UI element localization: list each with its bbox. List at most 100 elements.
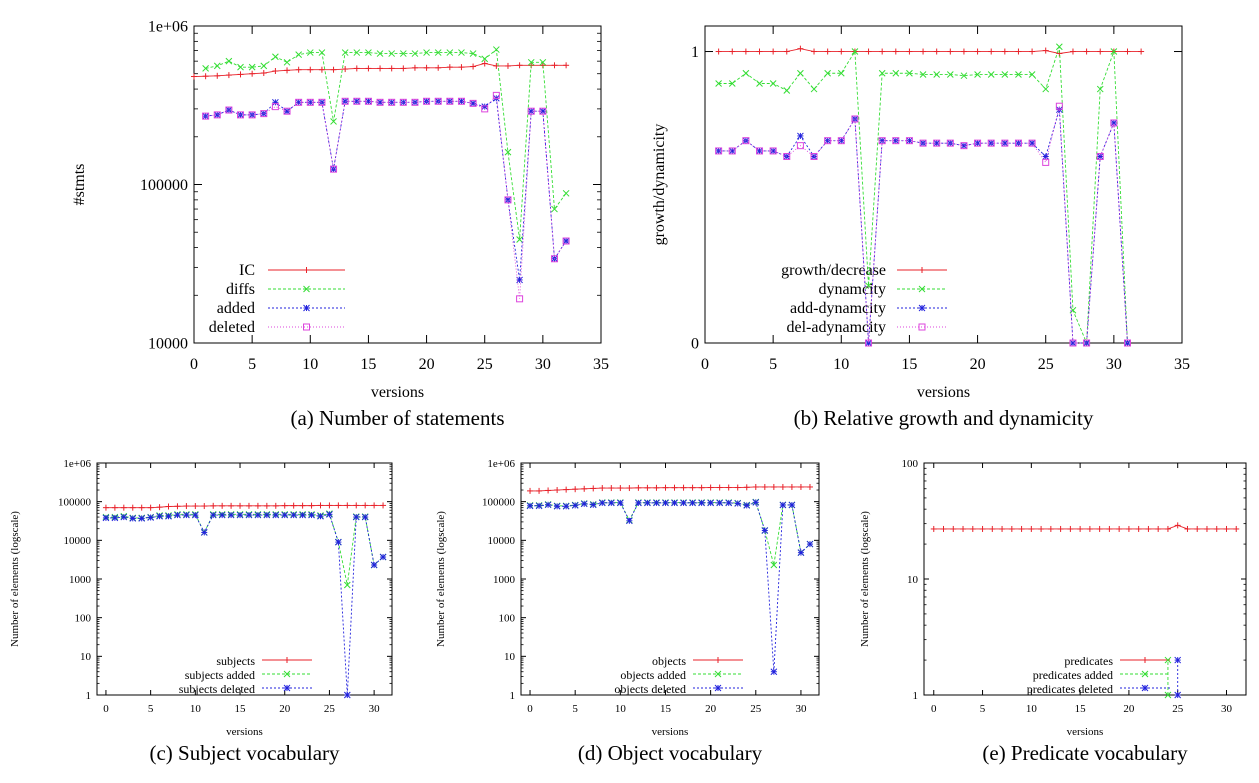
y-tick-label: 1 — [691, 44, 699, 61]
chart-a: 0 5 10 15 20 25 30 35 1e+06 100000 10000 versions #s… — [71, 19, 609, 430]
y-tick-label: 1e+06 — [148, 19, 188, 36]
series-line — [205, 94, 567, 299]
data-point — [1028, 139, 1036, 147]
x-tick-label: 30 — [1106, 356, 1122, 373]
y-tick-label: 100000 — [482, 497, 516, 509]
series-line — [105, 504, 384, 509]
data-point — [492, 91, 500, 99]
data-point — [1110, 119, 1118, 127]
series-line — [530, 501, 811, 672]
x-tick-label: 0 — [103, 703, 109, 715]
data-point — [248, 111, 256, 119]
data-point — [892, 137, 900, 145]
chart-caption: (a) Number of statements — [290, 406, 504, 430]
data-point — [1083, 339, 1091, 347]
legend-label: growth/decrease — [781, 262, 886, 279]
data-point — [213, 111, 221, 119]
data-point — [1069, 339, 1077, 347]
x-tick-label: 10 — [1026, 703, 1038, 715]
series-line — [933, 524, 1237, 530]
y-tick-label: 10 — [80, 651, 92, 663]
plot-frame — [704, 25, 1183, 344]
x-tick-label: 20 — [970, 356, 986, 373]
legend-label: subjects added — [185, 668, 255, 682]
y-tick-label: 100 — [902, 458, 919, 470]
series-objects-added — [526, 498, 814, 569]
x-tick-label: 20 — [279, 703, 291, 715]
legend-label: deleted — [209, 319, 255, 336]
y-tick-label: 10000 — [148, 336, 188, 353]
data-point — [946, 139, 954, 147]
data-point — [527, 107, 535, 115]
data-point — [974, 139, 982, 147]
x-tick-label: 20 — [705, 703, 717, 715]
x-tick-label: 5 — [572, 703, 578, 715]
x-tick-label: 5 — [248, 356, 256, 373]
data-point — [742, 137, 750, 145]
data-point — [905, 137, 913, 145]
x-tick-label: 5 — [148, 703, 154, 715]
series-dynamcity — [715, 43, 1131, 347]
y-axis-label: Number of elements (logscale) — [859, 511, 871, 647]
data-point — [303, 323, 310, 331]
chart-caption: (d) Object vocabulary — [578, 741, 763, 765]
data-point — [306, 98, 314, 106]
series-predicates-added — [1164, 656, 1172, 699]
data-point — [330, 165, 338, 173]
series-del-adynamcity — [715, 102, 1131, 347]
x-tick-label: 10 — [190, 703, 202, 715]
series-line — [205, 97, 567, 280]
data-point — [837, 137, 845, 145]
data-point — [516, 295, 524, 303]
x-axis-label: versions — [226, 726, 263, 738]
series-predicates — [930, 522, 1240, 532]
series-objects-deleted — [526, 498, 814, 676]
data-point — [411, 98, 419, 106]
x-axis-label: versions — [917, 384, 970, 401]
x-tick-label: 20 — [419, 356, 435, 373]
y-axis-label: #stmts — [71, 164, 88, 206]
data-point — [225, 106, 233, 114]
y-tick-label: 0 — [691, 336, 699, 353]
y-tick-label: 1 — [510, 690, 516, 702]
data-point — [918, 323, 926, 331]
y-tick-label: 1e+06 — [63, 458, 91, 470]
x-tick-label: 30 — [795, 703, 807, 715]
data-point — [728, 147, 736, 155]
series-added — [202, 94, 570, 284]
series-predicates-deleted — [1174, 656, 1182, 699]
data-point — [481, 105, 489, 113]
legend-label: subjects deleted — [179, 682, 255, 696]
legend-label: add-dynamcity — [790, 300, 886, 317]
legend-label: predicates deleted — [1027, 682, 1113, 696]
y-tick-label: 10 — [504, 651, 516, 663]
data-point — [1096, 152, 1104, 160]
y-tick-label: 10 — [907, 574, 919, 586]
data-point — [919, 139, 927, 147]
series-diffs — [202, 46, 570, 243]
x-tick-label: 15 — [660, 703, 672, 715]
data-point — [283, 107, 291, 115]
x-tick-label: 25 — [324, 703, 336, 715]
data-point — [1055, 102, 1063, 110]
data-point — [457, 97, 465, 105]
legend-label: dynamcity — [818, 281, 886, 298]
legend-label: diffs — [226, 281, 255, 298]
data-point — [260, 110, 268, 118]
data-point — [715, 147, 723, 155]
x-tick-label: 10 — [302, 356, 318, 373]
series-subjects — [102, 502, 387, 511]
x-tick-label: 30 — [1221, 703, 1233, 715]
y-tick-label: 100 — [75, 613, 92, 625]
series-subjects-deleted — [102, 510, 387, 699]
series-line — [205, 48, 567, 240]
chart-d: 0 5 10 15 20 25 30 1e+06 100000 10000 1000 100 10 1 ve… — [435, 458, 820, 765]
y-tick-label: 1000 — [69, 574, 92, 586]
data-point — [1014, 139, 1022, 147]
series-line — [718, 106, 1128, 344]
data-point — [295, 98, 303, 106]
x-tick-label: 0 — [190, 356, 198, 373]
data-point — [1001, 139, 1009, 147]
series-subjects-added — [102, 510, 387, 589]
